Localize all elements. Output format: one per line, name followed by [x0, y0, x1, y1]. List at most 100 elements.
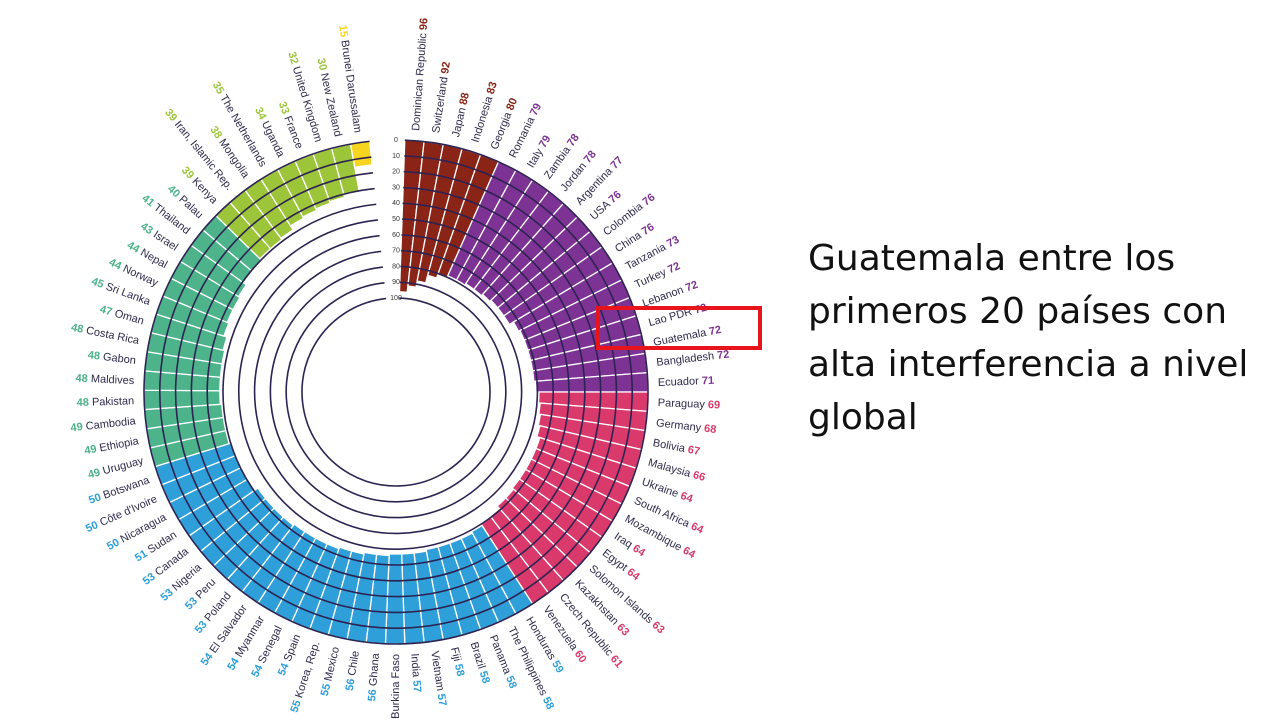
country-value: 30 [315, 57, 329, 72]
country-label-text: 57 Burkina Faso [390, 654, 402, 720]
country-label-text: 49 Cambodia [70, 415, 137, 434]
country-name: Norway [121, 263, 160, 290]
country-name: Burkina Faso [390, 654, 402, 719]
country-label-text: 49 Ethiopia [83, 435, 140, 457]
country-name: Paraguay [658, 397, 706, 411]
country-name: Maldives [91, 373, 135, 387]
country-value: 71 [702, 375, 715, 387]
country-name: Brazil [468, 641, 488, 671]
country-value: 69 [708, 399, 721, 411]
country-value: 64 [679, 490, 695, 506]
country-value: 56 [344, 678, 358, 692]
tick-label: 0 [394, 137, 398, 144]
country-name: Brunei Darussalam [338, 39, 363, 133]
tick-label: 20 [392, 169, 400, 176]
country-label: 56 Ghana [366, 652, 382, 702]
country-name: Bolivia [652, 437, 687, 455]
country-label: 48 Gabon [87, 349, 136, 367]
country-name: Indonesia [470, 94, 496, 144]
grid-ring [269, 265, 523, 519]
country-name: Vietnam [428, 650, 446, 691]
country-value: 79 [537, 133, 554, 150]
country-label-text: Brazil 58 [468, 641, 492, 685]
country-name: Fiji [448, 646, 463, 662]
country-name: Georgia [489, 110, 515, 152]
country-value: 76 [640, 221, 657, 238]
country-value: 43 [138, 220, 155, 237]
country-value: 73 [665, 234, 681, 250]
country-value: 78 [565, 132, 582, 149]
country-name: Egypt [600, 547, 630, 574]
country-label: 48 Costa Rica [70, 322, 141, 348]
country-label: 55 Mexico [319, 646, 342, 698]
country-value: 76 [607, 189, 624, 206]
country-name: Ghana [367, 652, 382, 687]
country-value: 58 [477, 670, 492, 685]
country-value: 79 [528, 101, 544, 117]
country-value: 58 [503, 674, 519, 690]
country-value: 48 [87, 349, 101, 362]
country-name: The Netherlands [217, 93, 269, 170]
country-label-text: 48 Pakistan [76, 395, 134, 409]
country-value: 50 [87, 491, 103, 506]
tick-label: 80 [392, 263, 400, 270]
country-label: 56 Chile [344, 650, 362, 692]
country-name: Iraq [612, 531, 634, 551]
grid-ring [301, 297, 491, 487]
country-label-text: Vietnam 57 [428, 650, 448, 707]
country-label-text: 55 Mexico [319, 646, 342, 698]
country-name: Malaysia [647, 457, 693, 480]
country-value: 48 [76, 397, 89, 409]
country-value: 49 [70, 421, 83, 434]
country-label-text: Japan 88 [450, 91, 472, 138]
tick-label: 50 [392, 216, 400, 223]
country-name: Dominican Republic [410, 32, 429, 131]
country-value: 78 [582, 149, 599, 166]
country-value: 57 [410, 680, 423, 693]
country-value: 61 [608, 653, 625, 670]
country-name: Costa Rica [85, 325, 141, 348]
country-value: 66 [692, 469, 707, 484]
country-label: 57 Burkina Faso [390, 654, 402, 720]
grid-ring [222, 218, 570, 566]
tick-label: 70 [392, 248, 400, 255]
grid-ring [206, 202, 586, 582]
country-value: 49 [83, 443, 97, 457]
country-label-text: 48 Maldives [75, 372, 135, 387]
tick-label: 10 [392, 153, 400, 160]
country-value: 63 [614, 621, 631, 638]
country-value: 33 [276, 100, 292, 116]
country-name: Switzerland [430, 76, 450, 134]
country-value: 72 [716, 348, 730, 361]
country-label: Bangladesh 72 [656, 348, 730, 368]
country-name: Ethiopia [98, 435, 140, 454]
country-value: 64 [625, 566, 643, 584]
country-value: 72 [666, 260, 682, 276]
grid-ring [159, 155, 633, 629]
country-label-text: Bangladesh 72 [656, 348, 730, 368]
country-label: Fiji 58 [448, 646, 466, 677]
country-value: 50 [84, 519, 100, 535]
country-name: Cambodia [85, 415, 137, 432]
country-label: 49 Ethiopia [83, 435, 140, 457]
country-label-text: Germany 68 [655, 417, 717, 436]
country-value: 96 [418, 18, 431, 31]
country-name: Bangladesh [656, 350, 715, 369]
country-value: 72 [684, 279, 700, 294]
country-label: Germany 68 [655, 417, 717, 436]
country-value: 48 [75, 372, 88, 385]
country-value: 60 [572, 648, 589, 665]
country-name: Ukraine [640, 476, 680, 500]
country-label: Japan 88 [450, 91, 472, 138]
country-value: 67 [687, 444, 701, 458]
country-name: India [408, 653, 422, 679]
country-label: Bolivia 67 [652, 437, 701, 458]
country-label-text: Bolivia 67 [652, 437, 701, 458]
country-value: 59 [549, 659, 566, 676]
country-name: Japan [450, 106, 468, 138]
tick-label: 90 [392, 279, 400, 286]
country-name: Palau [176, 193, 205, 221]
country-name: France [281, 114, 305, 150]
country-label-text: Fiji 58 [448, 646, 466, 677]
country-value: 51 [133, 548, 150, 565]
